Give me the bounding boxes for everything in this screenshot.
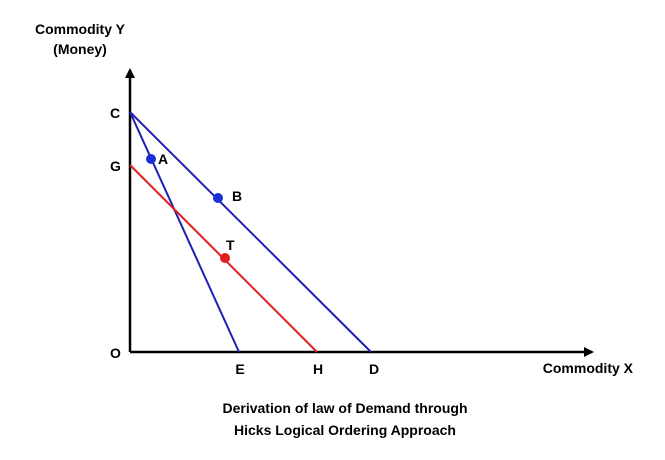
y-axis-label-line1: Commodity Y (35, 21, 126, 37)
label-a: A (158, 151, 168, 167)
label-c: C (110, 105, 120, 121)
caption-line1: Derivation of law of Demand through (222, 400, 467, 416)
label-origin: O (110, 345, 121, 361)
point-t-marker (220, 253, 230, 263)
point-b-marker (213, 193, 223, 203)
label-g: G (110, 158, 121, 174)
label-b: B (232, 188, 242, 204)
label-h: H (313, 361, 323, 377)
y-axis-label-line2: (Money) (53, 41, 107, 57)
label-e: E (235, 361, 244, 377)
label-d: D (369, 361, 379, 377)
budget-line-cd (129, 111, 372, 353)
label-t: T (226, 237, 235, 253)
caption-line2: Hicks Logical Ordering Approach (234, 422, 456, 438)
budget-line-ce (129, 111, 240, 353)
point-a-marker (146, 154, 156, 164)
x-axis-label: Commodity X (543, 360, 634, 376)
